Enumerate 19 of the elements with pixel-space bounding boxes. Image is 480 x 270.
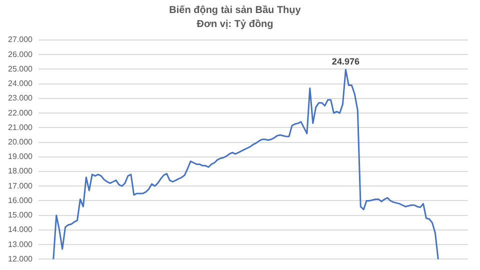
- y-tick-label: 12.000: [8, 254, 34, 264]
- chart-subtitle: Đơn vị: Tỷ đồng: [196, 18, 274, 30]
- y-tick-label: 15.000: [8, 210, 34, 220]
- chart-title: Biến động tài sản Bầu Thụy: [169, 4, 302, 16]
- y-tick-label: 19.000: [8, 152, 34, 162]
- y-tick-label: 27.000: [8, 35, 34, 44]
- y-tick-label: 13.000: [8, 240, 34, 249]
- annotation: 24.976: [332, 56, 360, 67]
- y-tick-label: 24.000: [8, 79, 34, 88]
- y-tick-label: 18.000: [8, 166, 34, 176]
- y-tick-label: 20.000: [8, 137, 34, 146]
- y-tick-label: 17.000: [8, 181, 34, 190]
- y-tick-label: 23.000: [8, 94, 34, 103]
- y-tick-label: 14.000: [8, 225, 34, 234]
- y-tick-label: 26.000: [8, 50, 34, 59]
- y-tick-label: 22.000: [8, 108, 34, 118]
- y-tick-label: 16.000: [8, 196, 34, 205]
- y-tick-label: 25.000: [8, 64, 34, 74]
- y-tick-label: 21.000: [8, 122, 34, 132]
